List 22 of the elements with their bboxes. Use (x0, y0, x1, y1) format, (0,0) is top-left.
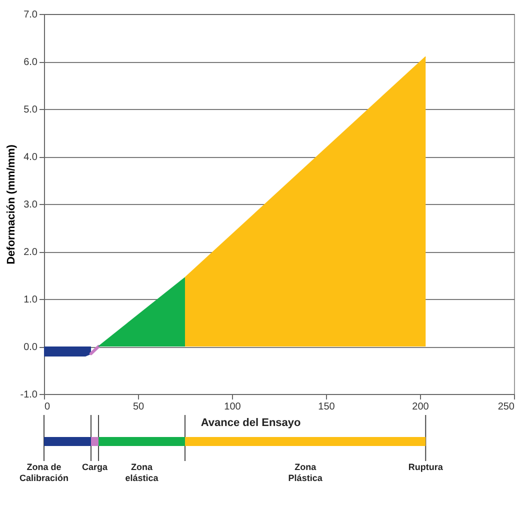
y-tick-label: 7.0 (24, 10, 38, 20)
text: Zona Plástica (288, 462, 324, 483)
y-tick-label: 2.0 (24, 247, 38, 258)
y-tick-label: 0.0 (24, 342, 38, 353)
text: Zona de Calibración (19, 462, 69, 483)
y-tick-label: 3.0 (24, 200, 38, 210)
text: Zona elástica (125, 462, 160, 483)
y-tick-label: 6.0 (24, 57, 38, 68)
text: Carga (82, 462, 109, 472)
y-tick-label: 4.0 (24, 152, 38, 163)
x-axis-title: Avance del Ensayo (200, 417, 302, 429)
text: Ruptura (408, 462, 444, 472)
x-tick-label: 250 (498, 402, 515, 412)
x-tick-label: 0 (44, 402, 50, 412)
y-tick-label: 1.0 (24, 294, 38, 306)
x-tick-label: 50 (132, 402, 144, 412)
y-tick-label: 5.0 (24, 104, 38, 116)
x-tick-label: 200 (412, 402, 430, 412)
y-tick-label: -1.0 (20, 390, 38, 400)
y-axis-title: Deformación (mm/mm) (5, 144, 18, 264)
x-tick-label: 100 (224, 402, 242, 412)
x-tick-label: 150 (318, 402, 336, 412)
